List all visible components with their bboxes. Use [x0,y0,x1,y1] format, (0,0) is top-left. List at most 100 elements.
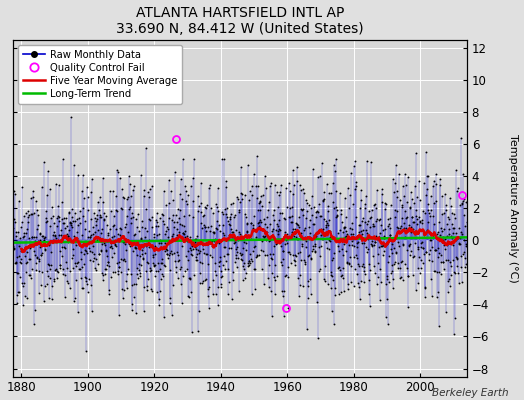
Point [126,203,135,210]
Point [302,197,310,203]
Point [105,263,114,269]
Point [334,237,342,244]
Point [234,254,242,261]
Point [10,244,18,251]
Point [309,220,318,227]
Point [422,249,431,256]
Point [12,258,20,265]
Point [83,233,92,240]
Point [55,182,63,188]
Point [109,188,117,194]
Point [135,267,144,274]
Point [222,258,230,264]
Point [11,219,19,225]
Point [233,244,242,250]
Point [223,251,231,258]
Point [427,192,435,199]
Point [140,284,148,290]
Point [123,284,132,291]
Point [250,286,259,292]
Point [134,275,143,282]
Point [439,259,447,265]
Point [421,284,430,290]
Point [257,193,265,200]
Point [411,150,420,156]
Point [40,159,49,166]
Point [66,219,74,225]
Point [296,272,304,278]
Point [269,274,278,281]
Point [266,220,274,227]
Point [348,238,357,244]
Point [251,266,259,272]
Point [441,256,450,263]
Point [341,224,349,230]
Point [261,230,270,236]
Point [381,281,390,287]
Point [113,259,121,266]
Point [352,214,361,220]
Point [155,231,163,237]
Point [213,218,221,224]
Point [294,293,303,299]
Point [286,205,294,212]
Point [218,273,226,279]
Point [308,212,316,218]
Point [348,242,356,248]
Point [88,307,96,314]
Point [330,205,338,211]
Point [21,260,30,266]
Point [216,254,224,260]
Point [219,222,227,229]
Point [208,238,216,245]
Point [319,226,327,232]
Point [212,225,220,232]
Point [381,205,390,212]
Point [161,231,169,238]
Point [298,206,306,213]
Point [292,164,301,170]
Point [157,240,166,246]
Point [58,253,67,259]
Point [439,237,447,243]
Point [63,223,71,230]
Point [363,248,372,255]
Point [214,284,223,290]
Point [85,276,93,282]
Point [221,205,229,212]
Point [147,267,155,274]
Point [355,221,364,228]
Point [193,257,201,264]
Point [102,266,111,273]
Point [210,242,218,248]
Point [363,230,372,236]
Point [171,268,180,275]
Point [261,252,269,258]
Point [344,280,353,287]
Point [90,228,99,235]
Point [194,328,202,334]
Point [247,255,255,262]
Point [78,188,86,194]
Point [185,276,194,282]
Point [140,250,149,256]
Point [293,236,302,242]
Point [50,228,59,235]
Point [214,301,222,308]
Point [53,213,62,219]
Point [436,252,445,258]
Point [203,261,212,267]
Point [412,213,420,220]
Point [206,236,214,243]
Point [358,215,367,221]
Point [119,194,127,200]
Point [77,248,85,255]
Point [45,294,53,301]
Point [338,219,346,225]
Point [323,220,331,226]
Point [108,268,117,275]
Point [267,255,275,262]
Point [246,251,254,258]
Point [401,224,410,231]
Point [362,193,370,199]
